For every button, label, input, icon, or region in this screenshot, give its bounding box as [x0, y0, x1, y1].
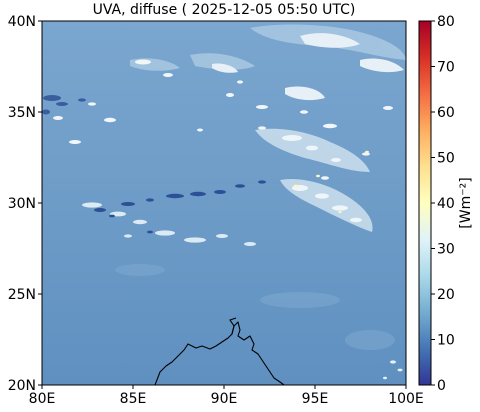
coastline-inlet [229, 317, 237, 335]
y-axis: 20N 25N 30N 35N 40N [8, 14, 42, 394]
x-axis: 80E 85E 90E 95E 100E [29, 385, 424, 407]
colorbar-tick-label: 50 [437, 151, 455, 167]
colorbar [418, 20, 432, 386]
x-tick-label: 85E [120, 391, 147, 407]
colorbar-tick-label: 60 [437, 105, 455, 121]
colorbar-label: [Wm⁻²] [458, 177, 474, 228]
colorbar-tick-label: 20 [437, 287, 455, 303]
colorbar-ticks: 0 10 20 30 40 50 60 70 80 [431, 14, 455, 394]
x-tick-label: 90E [211, 391, 238, 407]
y-tick-label: 30N [8, 196, 36, 212]
x-tick-label: 100E [388, 391, 424, 407]
northern-cloud-bright [212, 33, 404, 101]
y-tick-label: 35N [8, 105, 36, 121]
chart-title: UVA, diffuse ( 2025-12-05 05:50 UTC) [93, 2, 356, 18]
western-dark-patches [42, 95, 86, 115]
x-tick-label: 80E [29, 391, 56, 407]
southern-small-clouds [383, 360, 403, 380]
x-tick-label: 95E [302, 391, 329, 407]
y-tick-label: 40N [8, 14, 36, 30]
colorbar-tick-label: 0 [437, 378, 446, 394]
colorbar-tick-label: 30 [437, 242, 455, 258]
colorbar-tick-label: 70 [437, 60, 455, 76]
colorbar-tick-label: 10 [437, 333, 455, 349]
colorbar-tick-label: 40 [437, 196, 455, 212]
yellow-highlights [293, 150, 369, 213]
colorbar-tick-label: 80 [437, 14, 455, 30]
map-field [42, 21, 406, 385]
himalaya-shadow-line [94, 180, 266, 234]
southern-faint-patches [115, 264, 395, 350]
y-tick-label: 25N [8, 287, 36, 303]
y-tick-label: 20N [8, 378, 36, 394]
central-cloud-bright [258, 126, 370, 223]
scattered-clouds-north [53, 59, 393, 144]
himalaya-rim-clouds [82, 202, 256, 246]
